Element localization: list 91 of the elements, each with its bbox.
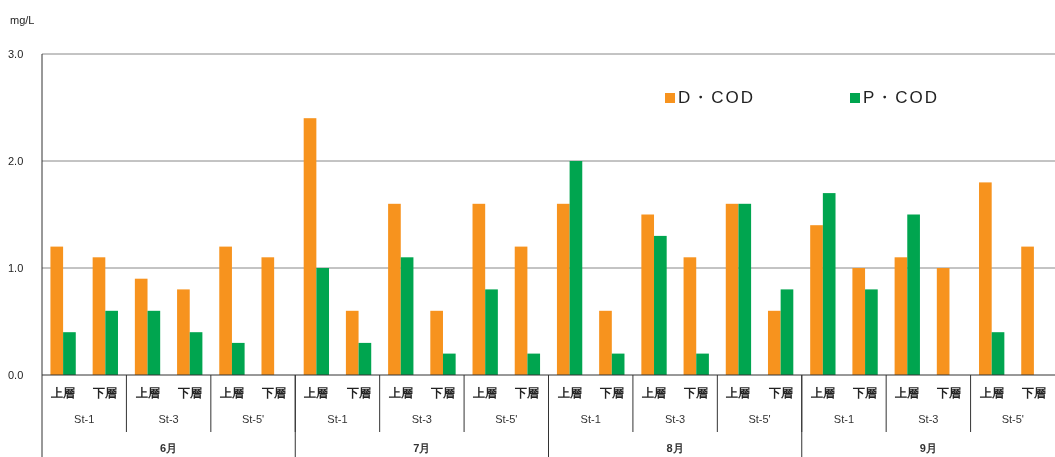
x-tick-label: 上層 [894,386,920,400]
bar [388,203,401,375]
x-tick-label: 下層 [92,386,118,400]
bar [725,203,739,375]
bar [92,257,106,375]
bar [358,342,372,375]
text: St-5' [241,413,265,425]
bar [556,203,570,375]
bar [147,310,161,375]
legend-label: P・COD [863,88,940,107]
bar [865,289,878,375]
bar [134,278,148,375]
bar [177,289,190,375]
text: St-3 [158,413,179,425]
x-tick-label: 上層 [809,386,835,400]
bar [219,246,232,375]
x-tick-label: 上層 [218,386,244,400]
y-tick-label: 3.0 [8,48,24,60]
bar [514,246,528,375]
bar [442,353,456,375]
x-tick-label: 上層 [556,386,582,400]
text: St-3 [411,413,432,425]
x-tick-label: 上層 [50,386,76,400]
bar [527,353,541,375]
x-tick-label: 上層 [387,386,413,400]
bar [316,268,330,375]
bar [641,214,655,375]
bar [472,203,486,375]
x-tick-label: 下層 [514,386,540,400]
y-axis-title: mg/L [10,14,35,26]
bar [852,268,866,375]
text: 9月 [919,442,937,454]
x-tick-label: 下層 [176,386,202,400]
bar [936,268,950,375]
x-tick-label: 上層 [303,386,329,400]
bar [261,257,275,375]
bar [907,214,920,375]
x-tick-label: 上層 [978,386,1004,400]
y-tick-label: 1.0 [8,262,24,274]
x-tick-label: 上層 [641,386,667,400]
text: St-5' [1001,413,1024,425]
text: St-1 [833,413,855,425]
text: St-3 [918,413,939,425]
bar [50,246,64,375]
x-tick-label: 上層 [134,386,160,400]
x-tick-label: 下層 [1020,386,1046,400]
x-tick-label: 上層 [725,386,751,400]
x-tick-label: 上層 [472,386,498,400]
bar [738,203,752,375]
bar [345,310,359,375]
bar [1021,246,1034,375]
y-tick-label: 2.0 [8,155,24,167]
text: St-5' [495,413,518,425]
bar [599,310,612,375]
x-tick-label: 下層 [936,386,962,400]
bar [894,257,908,375]
bar [400,257,414,375]
bar [780,289,794,375]
text: St-1 [74,413,95,425]
bar [767,310,781,375]
text: St-1 [580,413,601,425]
x-tick-label: 下層 [598,386,624,400]
x-tick-label: 下層 [429,386,455,400]
bar [189,332,203,375]
bar [683,257,697,375]
legend-label: D・COD [678,88,756,107]
text: 8月 [666,442,684,454]
bar [105,310,118,375]
bar [810,225,823,375]
x-tick-label: 下層 [683,386,709,400]
bar [569,161,583,375]
text: St-3 [665,413,686,425]
text: St-5' [748,413,771,425]
bar [303,118,317,375]
text: St-1 [327,413,348,425]
bar [822,193,836,375]
bar [231,342,245,375]
y-tick-label: 0.0 [8,369,24,381]
bar [696,353,709,375]
x-tick-label: 下層 [345,386,371,400]
x-tick-label: 下層 [767,386,793,400]
text: 7月 [413,442,431,454]
bar [979,182,992,375]
bar [63,332,76,375]
bar [485,289,498,375]
bar [991,332,1005,375]
text: 6月 [160,442,178,454]
x-tick-label: 下層 [261,386,287,400]
bar [430,310,443,375]
x-tick-label: 下層 [852,386,878,400]
bar [654,235,667,375]
